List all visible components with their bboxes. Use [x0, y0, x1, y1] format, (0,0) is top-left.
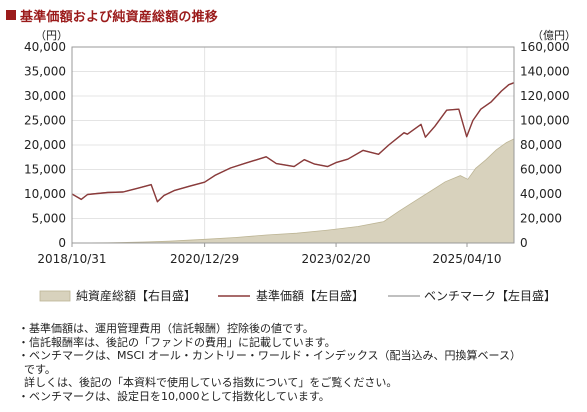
y-right-tick-label: 60,000 — [520, 163, 562, 177]
y-right-tick-label: 20,000 — [520, 212, 562, 226]
y-left-tick-label: 5,000 — [32, 212, 66, 226]
footnotes: ・基準価額は、運用管理費用（信託報酬）控除後の値です。 ・信託報酬率は、後記の「… — [18, 322, 583, 403]
x-tick-label: 2025/04/10 — [432, 252, 501, 266]
y-right-tick-label: 40,000 — [520, 187, 562, 201]
legend-label-net-assets: 純資産総額【右目盛】 — [76, 288, 196, 303]
y-left-tick-label: 30,000 — [24, 89, 66, 103]
plot-frame — [71, 46, 515, 247]
plot-border — [71, 46, 515, 244]
footnote-indexation: ・ベンチマークは、設定日を10,000として指数化しています。 — [18, 389, 330, 403]
net-assets-area — [71, 138, 515, 244]
axis-labels: 0 0 5,000 20,000 10,000 40,000 15,000 60,000 20,… — [24, 29, 576, 266]
y-left-tick-label: 40,000 — [24, 40, 66, 54]
legend-label-benchmark: ベンチマーク【左目盛】 — [424, 288, 556, 303]
y-left-tick-label: 0 — [58, 236, 66, 250]
chart-title: 基準価額および純資産総額の推移 — [20, 9, 219, 25]
title-square-marker — [6, 10, 16, 20]
gridlines — [72, 47, 514, 243]
x-tick-label: 2023/02/20 — [301, 252, 370, 266]
y-right-tick-label: 0 — [520, 236, 528, 250]
y-left-unit: （円） — [35, 29, 68, 42]
y-left-tick-label: 35,000 — [24, 65, 66, 79]
footnote-index-ref: 詳しくは、後記の「本資料で使用している指数について」をご覧ください。 — [24, 376, 398, 389]
performance-chart: 0 0 5,000 20,000 10,000 40,000 15,000 60,000 20,… — [24, 29, 576, 303]
y-right-tick-label: 140,000 — [520, 65, 570, 79]
y-left-tick-label: 15,000 — [24, 163, 66, 177]
net-assets-series — [71, 138, 515, 244]
footnote-benchmark: ・ベンチマークは、MSCI オール・カントリー・ワールド・インデックス（配当込み… — [18, 349, 522, 362]
nav-series — [71, 82, 515, 203]
y-right-tick-label: 100,000 — [520, 114, 570, 128]
chart-legend: 純資産総額【右目盛】 基準価額【左目盛】 ベンチマーク【左目盛】 — [39, 288, 556, 303]
footnote-benchmark-cont: です。 — [24, 362, 56, 376]
y-left-tick-label: 20,000 — [24, 138, 66, 152]
chart-title-row: 基準価額および純資産総額の推移 — [6, 6, 219, 25]
x-tick-label: 2018/10/31 — [37, 252, 106, 266]
legend-label-nav: 基準価額【左目盛】 — [256, 288, 364, 303]
footnote-nav: ・基準価額は、運用管理費用（信託報酬）控除後の値です。 — [18, 322, 314, 335]
y-right-tick-label: 80,000 — [520, 138, 562, 152]
legend-swatch-net-assets — [39, 290, 71, 302]
y-right-unit: （億円） — [532, 29, 576, 42]
y-right-tick-label: 120,000 — [520, 89, 570, 103]
y-right-tick-label: 160,000 — [520, 40, 570, 54]
x-tick-label: 2020/12/29 — [170, 252, 239, 266]
price-lines — [71, 81, 515, 203]
footnote-fee: ・信託報酬率は、後記の「ファンドの費用」に記載しています。 — [18, 335, 336, 349]
y-left-tick-label: 10,000 — [24, 187, 66, 201]
y-left-tick-label: 25,000 — [24, 114, 66, 128]
